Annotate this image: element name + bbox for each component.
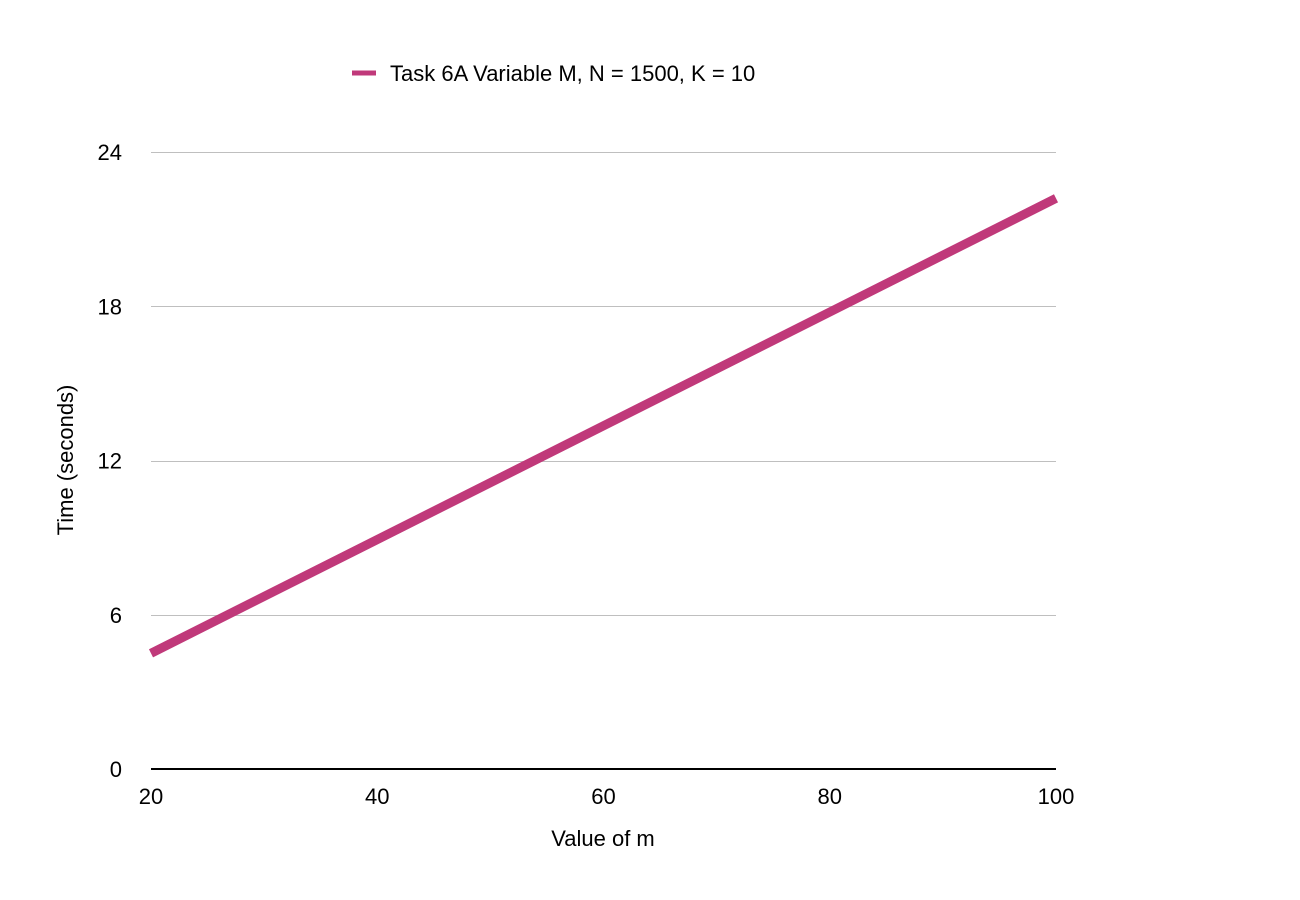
y-tick-label: 0 [110,757,122,782]
series-lines [148,194,1059,658]
y-tick-label: 18 [98,294,122,319]
legend-label: Task 6A Variable M, N = 1500, K = 10 [390,61,755,86]
x-tick-label: 20 [139,784,163,809]
y-tick-label: 6 [110,603,122,628]
y-tick-label: 12 [98,449,122,474]
y-axis-title: Time (seconds) [53,385,78,536]
x-tick-label: 40 [365,784,389,809]
y-tick-labels: 0 6 12 18 24 [98,140,122,782]
y-tick-label: 24 [98,140,122,165]
x-tick-labels: 20 40 60 80 100 [139,784,1075,809]
series-line-0 [148,194,1059,658]
x-tick-label: 100 [1038,784,1075,809]
legend: Task 6A Variable M, N = 1500, K = 10 [352,61,755,86]
x-tick-label: 80 [818,784,842,809]
x-tick-label: 60 [591,784,615,809]
gridlines [151,152,1056,616]
x-axis-title: Value of m [551,826,655,851]
